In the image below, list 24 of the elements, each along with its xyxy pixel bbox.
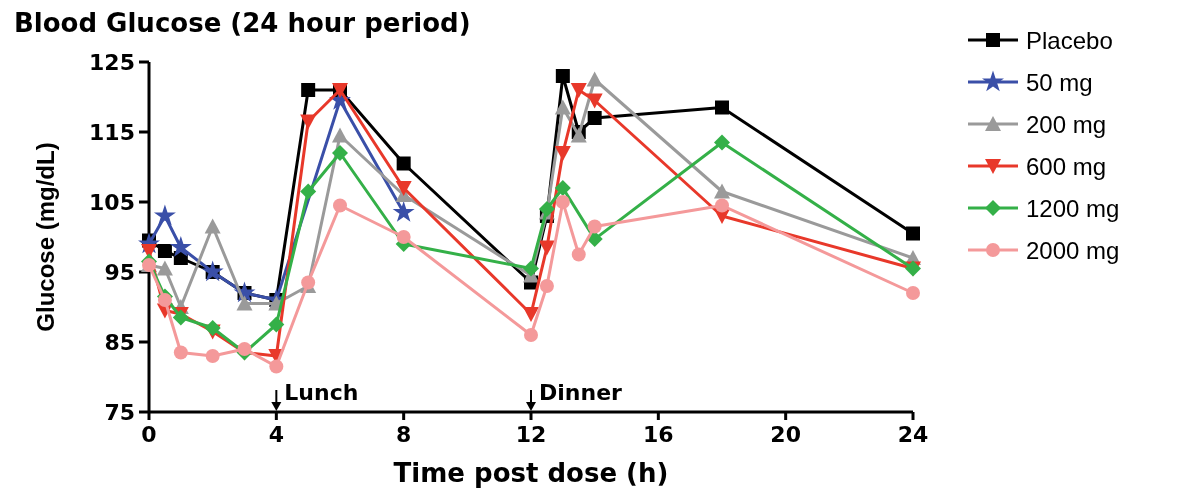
- x-axis-title: Time post dose (h): [393, 458, 669, 488]
- x-tick-label: 4: [268, 422, 284, 447]
- y-tick-label: 85: [104, 330, 135, 355]
- y-tick-label: 95: [104, 260, 135, 285]
- y-tick-label: 75: [104, 400, 135, 425]
- ref-line-label: Dinner: [539, 380, 623, 405]
- chart-title: Blood Glucose (24 hour period): [14, 8, 471, 38]
- y-tick-label: 125: [89, 50, 135, 75]
- legend-label: 50 mg: [1026, 69, 1093, 96]
- legend-label: Placebo: [1026, 27, 1113, 54]
- y-tick-label: 105: [89, 190, 135, 215]
- legend-label: 200 mg: [1026, 111, 1107, 138]
- x-tick-label: 20: [770, 422, 801, 447]
- legend-label: 2000 mg: [1026, 237, 1120, 264]
- x-tick-label: 16: [643, 422, 674, 447]
- y-axis-title: Glucose (mg/dL): [32, 142, 59, 332]
- x-tick-label: 0: [141, 422, 157, 447]
- x-tick-label: 24: [897, 422, 929, 447]
- y-tick-label: 115: [89, 120, 135, 145]
- legend-label: 600 mg: [1026, 153, 1107, 180]
- x-tick-label: 8: [396, 422, 412, 447]
- x-tick-label: 12: [515, 422, 547, 447]
- ref-line-label: Lunch: [284, 380, 359, 405]
- legend-label: 1200 mg: [1026, 195, 1120, 222]
